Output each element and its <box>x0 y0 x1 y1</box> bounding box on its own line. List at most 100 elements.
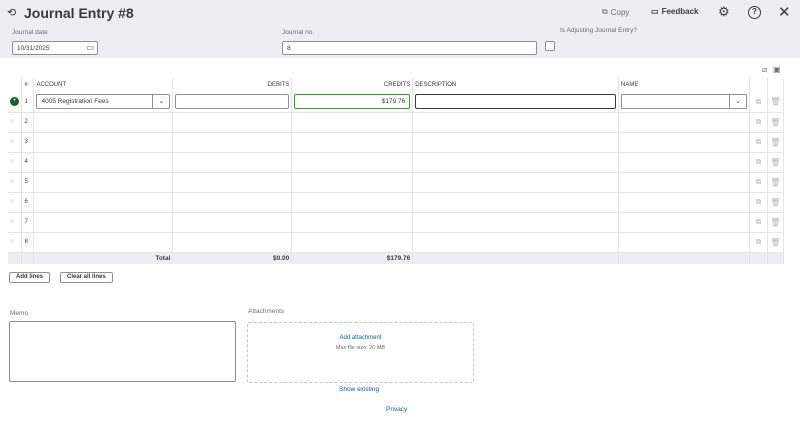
credit-input[interactable]: $179.76 <box>294 94 411 110</box>
duplicate-line-icon[interactable]: ⧉ <box>749 232 768 253</box>
duplicate-line-icon[interactable]: ⧉ <box>749 112 768 133</box>
clear-all-lines-button[interactable]: Clear all lines <box>60 272 113 283</box>
show-existing-link[interactable]: Show existing <box>339 386 380 393</box>
account-cell[interactable] <box>33 112 174 133</box>
clipboard-icon[interactable]: ▣ <box>773 65 781 74</box>
attachment-dropzone[interactable]: Add attachment Max file size: 20 MB <box>247 322 474 383</box>
drag-col <box>8 78 23 92</box>
memo-label: Memo <box>10 310 29 317</box>
journal-date-label: Journal date <box>12 29 48 36</box>
close-icon[interactable]: ✕ <box>778 4 791 21</box>
description-input[interactable] <box>415 94 617 110</box>
max-file-size: Max file size: 20 MB <box>335 345 386 351</box>
adjusting-label: Is Adjusting Journal Entry? <box>560 27 637 34</box>
debit-cell[interactable] <box>172 112 293 133</box>
delete-line-icon[interactable]: 🗑︎ <box>767 232 785 253</box>
col-description: DESCRIPTION <box>412 78 620 92</box>
drag-handle-icon[interactable]: ≡ <box>10 139 14 145</box>
credit-cell[interactable] <box>291 152 414 173</box>
account-cell[interactable] <box>33 132 174 153</box>
add-attachment-link[interactable]: Add attachment <box>339 335 382 341</box>
account-cell[interactable] <box>33 152 174 173</box>
debit-cell[interactable] <box>172 212 293 233</box>
delete-line-icon[interactable]: 🗑︎ <box>767 92 785 113</box>
debit-input[interactable] <box>175 94 290 110</box>
credit-cell[interactable] <box>291 112 414 133</box>
name-select[interactable]: ⌄ <box>621 94 747 110</box>
name-cell[interactable] <box>618 132 750 153</box>
journal-no-input[interactable]: 8 <box>282 41 537 55</box>
drag-handle-icon[interactable]: ≡ <box>10 179 14 185</box>
privacy-link[interactable]: Privacy <box>386 406 408 413</box>
feedback-button[interactable]: ▭ Feedback <box>651 7 699 16</box>
duplicate-line-icon[interactable]: ⧉ <box>749 152 768 173</box>
drag-handle-icon[interactable]: ≡ <box>10 199 14 205</box>
journal-date-input[interactable]: 10/31/2025 ▭ <box>12 41 98 55</box>
credit-cell[interactable] <box>291 192 414 213</box>
drag-handle-icon[interactable]: ≡ <box>10 119 14 125</box>
name-cell[interactable] <box>618 152 750 173</box>
memo-textarea[interactable] <box>9 321 236 382</box>
copy-button[interactable]: ⧉ Copy <box>602 7 630 17</box>
chevron-down-icon[interactable]: ⌄ <box>152 95 169 109</box>
debit-cell[interactable] <box>172 192 293 213</box>
table-row: ≡ 4 ⧉ 🗑︎ <box>8 152 785 173</box>
drag-handle-icon[interactable]: ≡ <box>10 239 14 245</box>
adjusting-checkbox[interactable] <box>545 41 555 51</box>
history-icon[interactable]: ⟲ <box>7 7 17 19</box>
description-cell[interactable] <box>412 152 620 173</box>
delete-line-icon[interactable]: 🗑︎ <box>767 212 785 233</box>
name-cell[interactable] <box>618 172 750 193</box>
duplicate-line-icon[interactable]: ⧉ <box>749 212 768 233</box>
description-cell[interactable] <box>412 192 620 213</box>
line-number: 6 <box>21 192 35 213</box>
name-cell[interactable] <box>618 112 750 133</box>
account-cell[interactable] <box>33 232 174 253</box>
debit-cell[interactable] <box>172 232 293 253</box>
duplicate-line-icon[interactable]: ⧉ <box>749 172 768 193</box>
description-cell[interactable] <box>412 212 620 233</box>
journal-no-label: Journal no. <box>282 29 315 36</box>
account-cell[interactable] <box>33 172 174 193</box>
drag-handle-icon[interactable]: ≡ <box>10 219 14 225</box>
total-debits: $0.00 <box>172 252 293 264</box>
drag-handle-icon[interactable]: ≡ <box>10 159 14 165</box>
total-row: Total $0.00 $179.76 <box>8 252 785 264</box>
credit-cell[interactable] <box>291 172 414 193</box>
debit-cell[interactable] <box>172 132 293 153</box>
table-row: ≡ 8 ⧉ 🗑︎ <box>8 232 785 253</box>
page-title: Journal Entry #8 <box>24 5 134 21</box>
add-lines-button[interactable]: Add lines <box>9 272 51 283</box>
delete-line-icon[interactable]: 🗑︎ <box>767 192 785 213</box>
delete-line-icon[interactable]: 🗑︎ <box>767 172 785 193</box>
edit-icon[interactable]: ⧄ <box>762 65 768 74</box>
description-cell[interactable] <box>412 232 620 253</box>
account-cell[interactable] <box>33 192 174 213</box>
credit-cell[interactable] <box>291 132 414 153</box>
debit-cell[interactable] <box>172 172 293 193</box>
duplicate-line-icon[interactable]: ⧉ <box>749 192 768 213</box>
name-cell[interactable] <box>618 232 750 253</box>
account-cell[interactable] <box>33 212 174 233</box>
line-number: 2 <box>21 112 35 133</box>
chevron-down-icon[interactable]: ⌄ <box>728 95 746 109</box>
name-cell[interactable] <box>618 212 750 233</box>
duplicate-line-icon[interactable]: ⧉ <box>749 92 768 113</box>
name-cell[interactable] <box>618 192 750 213</box>
description-cell[interactable] <box>412 132 620 153</box>
credit-cell[interactable] <box>291 232 414 253</box>
account-select[interactable]: 4005 Registration Fees ⌄ <box>36 94 171 110</box>
delete-line-icon[interactable]: 🗑︎ <box>767 112 785 133</box>
duplicate-line-icon[interactable]: ⧉ <box>749 132 768 153</box>
help-icon[interactable]: ? <box>748 6 761 19</box>
credit-cell[interactable] <box>291 212 414 233</box>
gear-icon[interactable]: ⚙ <box>718 4 730 19</box>
calendar-icon[interactable]: ▭ <box>86 43 94 52</box>
delete-line-icon[interactable]: 🗑︎ <box>767 152 785 173</box>
description-cell[interactable] <box>412 112 620 133</box>
debit-cell[interactable] <box>172 152 293 173</box>
copy-icon: ⧉ <box>602 7 608 16</box>
col-account: ACCOUNT <box>33 78 174 92</box>
description-cell[interactable] <box>412 172 620 193</box>
delete-line-icon[interactable]: 🗑︎ <box>767 132 785 153</box>
